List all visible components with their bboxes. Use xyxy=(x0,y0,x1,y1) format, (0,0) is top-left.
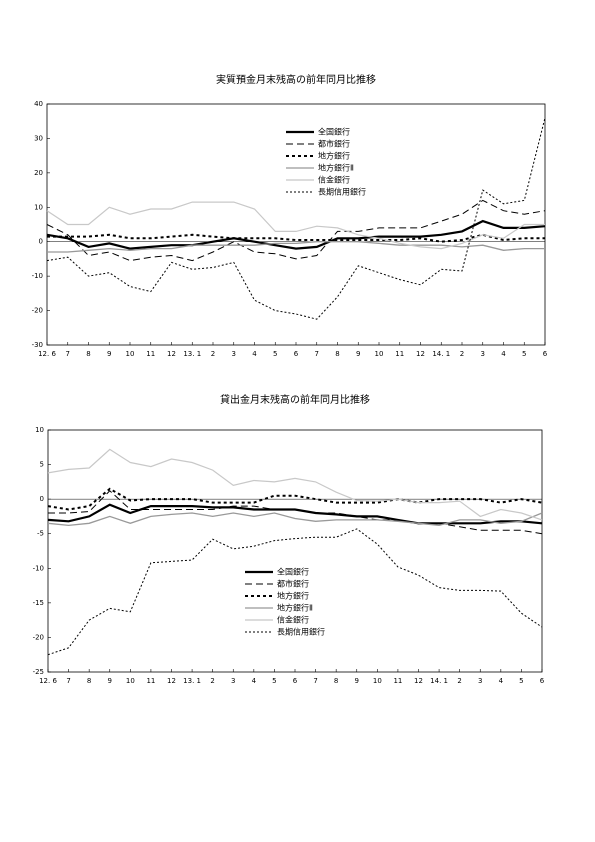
x-tick-label: 7 xyxy=(66,677,70,685)
x-tick-label: 9 xyxy=(108,677,112,685)
x-tick-label: 3 xyxy=(232,350,236,358)
x-tick-label: 10 xyxy=(126,350,135,358)
legend-label: 地方銀行Ⅱ xyxy=(277,603,313,613)
y-tick-label: -10 xyxy=(33,564,44,572)
y-tick-label: 10 xyxy=(34,203,43,211)
x-tick-label: 6 xyxy=(543,350,548,358)
series-line xyxy=(47,448,543,521)
x-tick-label: 4 xyxy=(501,350,506,358)
x-tick-label: 9 xyxy=(355,677,359,685)
legend-label: 地方銀行 xyxy=(318,151,350,161)
x-tick-label: 11 xyxy=(146,350,155,358)
y-tick-label: 5 xyxy=(40,461,44,469)
y-tick-label: 10 xyxy=(35,426,44,434)
legend-label: 全国銀行 xyxy=(318,127,350,137)
x-tick-label: 2 xyxy=(457,677,461,685)
x-tick-label: 5 xyxy=(519,677,523,685)
x-tick-label: 11 xyxy=(146,677,155,685)
x-tick-label: 6 xyxy=(293,677,298,685)
y-tick-label: -5 xyxy=(37,530,44,538)
series-line xyxy=(46,199,546,262)
chart-title: 貸出金月末残高の前年同月比推移 xyxy=(220,393,370,406)
x-tick-label: 4 xyxy=(499,677,504,685)
series-line xyxy=(47,512,543,527)
legend-label: 信金銀行 xyxy=(277,615,309,625)
y-tick-label: -15 xyxy=(33,599,44,607)
x-tick-label: 5 xyxy=(522,350,526,358)
x-tick-label: 10 xyxy=(373,677,382,685)
x-tick-label: 8 xyxy=(86,350,90,358)
x-tick-label: 4 xyxy=(252,677,257,685)
plot-frame xyxy=(46,103,546,346)
y-tick-label: -10 xyxy=(32,272,43,280)
x-tick-label: 12 xyxy=(416,350,425,358)
chart-title: 実質預金月末残高の前年同月比推移 xyxy=(216,73,376,86)
series-line xyxy=(46,201,545,250)
x-tick-label: 8 xyxy=(87,677,91,685)
x-tick-label: 7 xyxy=(66,350,70,358)
x-tick-label: 11 xyxy=(395,350,404,358)
x-tick-label: 8 xyxy=(334,677,338,685)
x-tick-label: 10 xyxy=(375,350,384,358)
x-tick-label: 14. 1 xyxy=(430,677,448,685)
x-tick-label: 3 xyxy=(481,350,485,358)
series-line xyxy=(47,528,543,656)
x-tick-label: 8 xyxy=(335,350,339,358)
legend-label: 長期信用銀行 xyxy=(277,627,325,637)
x-tick-label: 7 xyxy=(315,350,319,358)
x-tick-label: 3 xyxy=(231,677,235,685)
legend-label: 都市銀行 xyxy=(277,579,309,589)
y-tick-label: 0 xyxy=(40,495,44,503)
x-tick-label: 6 xyxy=(294,350,299,358)
x-tick-label: 5 xyxy=(272,677,276,685)
x-tick-label: 13. 1 xyxy=(183,677,201,685)
y-tick-label: -25 xyxy=(33,668,44,676)
x-tick-label: 9 xyxy=(107,350,111,358)
y-tick-label: 40 xyxy=(34,100,43,108)
x-tick-label: 14. 1 xyxy=(432,350,450,358)
x-tick-label: 2 xyxy=(460,350,464,358)
y-tick-label: 30 xyxy=(34,134,43,142)
legend-label: 信金銀行 xyxy=(318,175,350,185)
series-line xyxy=(47,241,545,253)
x-tick-label: 12. 6 xyxy=(39,677,57,685)
x-tick-label: 3 xyxy=(478,677,482,685)
x-tick-label: 13. 1 xyxy=(183,350,201,358)
series-line xyxy=(46,219,546,250)
x-tick-label: 12 xyxy=(167,350,176,358)
series-line xyxy=(47,487,543,511)
legend-label: 地方銀行 xyxy=(277,591,309,601)
x-tick-label: 2 xyxy=(211,350,215,358)
series-line xyxy=(48,490,543,535)
legend-label: 都市銀行 xyxy=(318,139,350,149)
legend-label: 全国銀行 xyxy=(277,567,309,577)
series-line xyxy=(46,117,546,320)
x-tick-label: 5 xyxy=(273,350,277,358)
y-tick-label: 20 xyxy=(34,169,43,177)
x-tick-label: 6 xyxy=(540,677,545,685)
x-tick-label: 4 xyxy=(252,350,257,358)
x-tick-label: 9 xyxy=(356,350,360,358)
x-tick-label: 12 xyxy=(167,677,176,685)
x-tick-label: 10 xyxy=(126,677,135,685)
legend-label: 地方銀行Ⅱ xyxy=(318,163,354,173)
x-tick-label: 12. 6 xyxy=(38,350,56,358)
series-line xyxy=(47,233,545,243)
y-tick-label: -20 xyxy=(32,307,43,315)
y-tick-label: 0 xyxy=(39,238,43,246)
legend-label: 長期信用銀行 xyxy=(318,187,366,197)
x-tick-label: 12 xyxy=(414,677,423,685)
x-tick-label: 2 xyxy=(210,677,214,685)
x-tick-label: 7 xyxy=(313,677,317,685)
series-line xyxy=(47,503,543,525)
y-tick-label: -30 xyxy=(32,341,43,349)
x-tick-label: 11 xyxy=(393,677,402,685)
y-tick-label: -20 xyxy=(33,633,44,641)
